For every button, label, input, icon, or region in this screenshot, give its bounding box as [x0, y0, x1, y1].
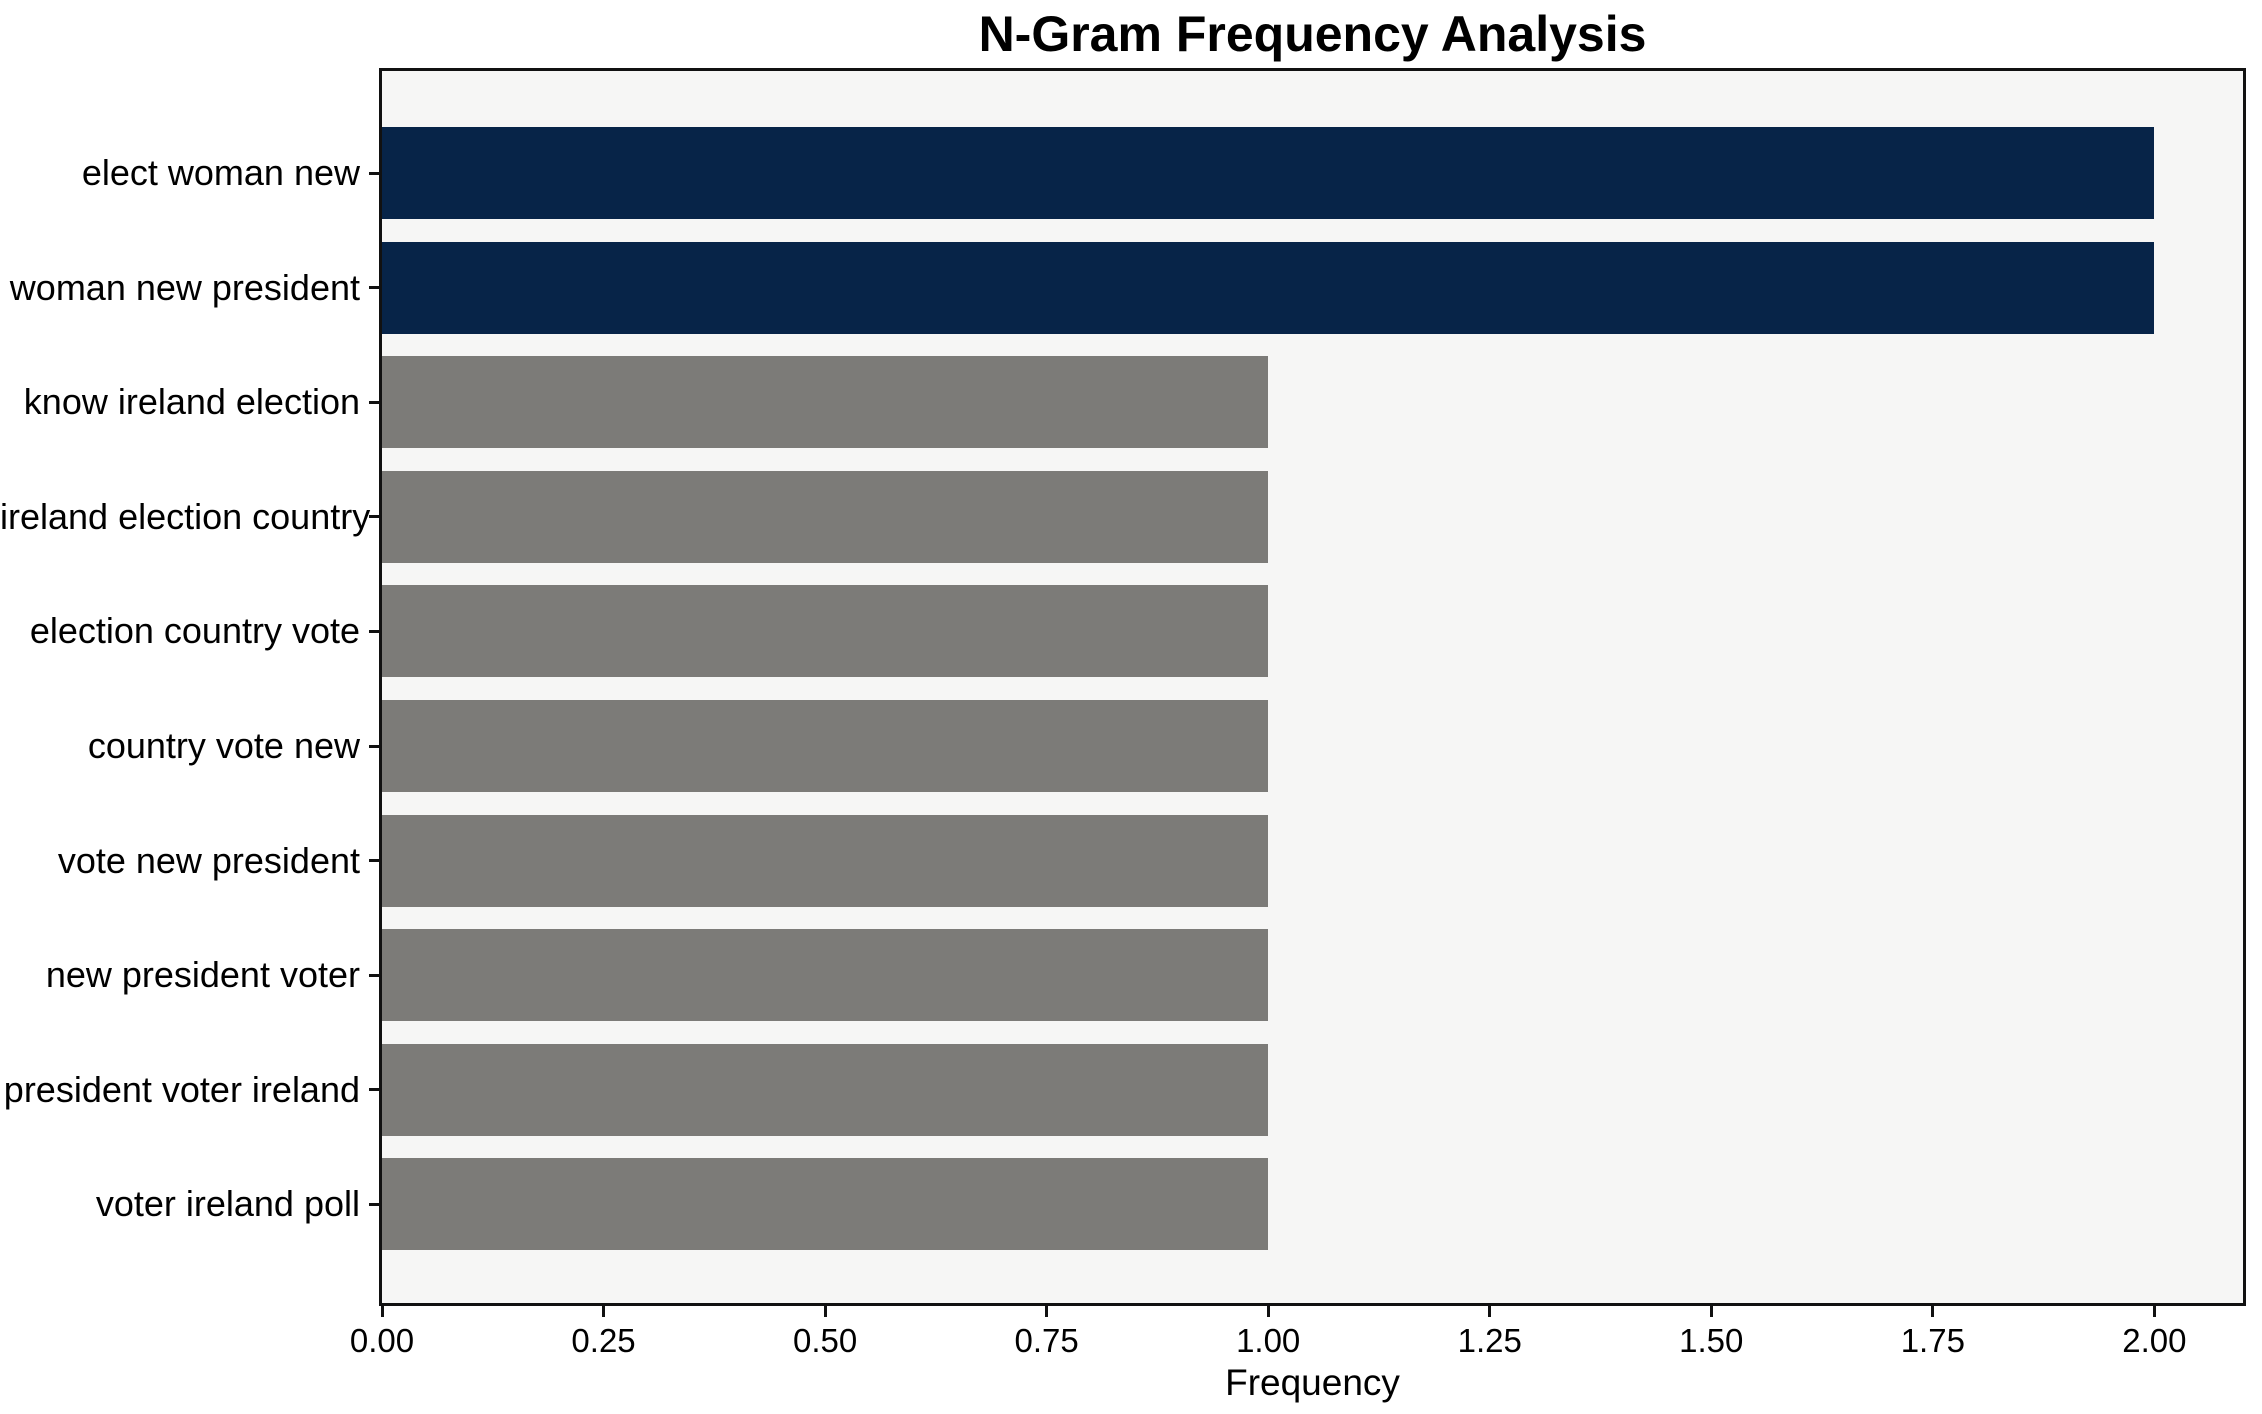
y-tick-label: country vote new — [87, 725, 360, 766]
x-tick-label: 0.50 — [792, 1322, 858, 1359]
bar-vote-new-president — [382, 814, 1269, 907]
bar-elect-woman-new — [382, 127, 2155, 219]
bar-voter-ireland-poll — [382, 1158, 1269, 1251]
x-tick-label: 1.00 — [1236, 1322, 1301, 1359]
x-tick-mark — [1266, 1303, 1270, 1317]
chart-title: N-Gram Frequency Analysis — [978, 6, 1647, 62]
plot-area — [382, 71, 2243, 1303]
y-tick-label: woman new president — [9, 266, 360, 308]
y-tick-mark — [369, 1088, 382, 1092]
x-tick-mark — [1045, 1303, 1049, 1317]
bar-know-ireland-election — [382, 356, 1269, 449]
y-tick-mark — [369, 973, 382, 977]
x-tick-mark — [1931, 1303, 1935, 1317]
x-tick-label: 1.25 — [1457, 1322, 1522, 1359]
x-tick-label: 0.25 — [571, 1322, 636, 1359]
x-tick-mark — [602, 1303, 606, 1317]
x-tick-mark — [823, 1303, 827, 1317]
x-tick-label: 1.75 — [1900, 1322, 1965, 1359]
y-tick-mark — [369, 744, 382, 748]
y-tick-label: know ireland election — [23, 381, 360, 423]
bar-president-voter-ireland — [382, 1043, 1269, 1136]
y-tick-label: ireland election country — [0, 495, 371, 537]
y-tick-label: election country vote — [29, 610, 360, 652]
bar-ireland-election-country — [382, 470, 1269, 563]
x-tick-label: 0.00 — [349, 1322, 415, 1359]
y-tick-label: new president voter — [45, 954, 360, 996]
bar-woman-new-president — [382, 241, 2155, 334]
x-tick-mark — [1709, 1303, 1713, 1317]
y-tick-label: voter ireland poll — [95, 1183, 360, 1225]
x-tick-mark — [1488, 1303, 1492, 1317]
x-tick-label: 1.50 — [1679, 1322, 1744, 1359]
y-tick-label: vote new president — [57, 839, 360, 881]
x-tick-mark — [2152, 1303, 2156, 1317]
y-tick-mark — [369, 171, 382, 175]
bar-election-country-vote — [382, 585, 1269, 678]
bar-country-vote-new — [382, 700, 1269, 792]
bar-new-president-voter — [382, 929, 1269, 1022]
x-tick-mark — [380, 1303, 384, 1317]
y-tick-mark — [369, 286, 382, 290]
y-tick-label: president voter ireland — [3, 1068, 360, 1110]
y-tick-mark — [369, 1202, 382, 1206]
y-tick-mark — [369, 400, 382, 404]
y-tick-mark — [369, 629, 382, 633]
y-tick-label: elect woman new — [81, 152, 360, 193]
x-axis-title: Frequency — [1225, 1362, 1400, 1403]
y-tick-mark — [369, 859, 382, 863]
x-tick-label: 2.00 — [2122, 1322, 2187, 1359]
x-tick-label: 0.75 — [1014, 1322, 1079, 1359]
y-tick-mark — [369, 515, 382, 519]
